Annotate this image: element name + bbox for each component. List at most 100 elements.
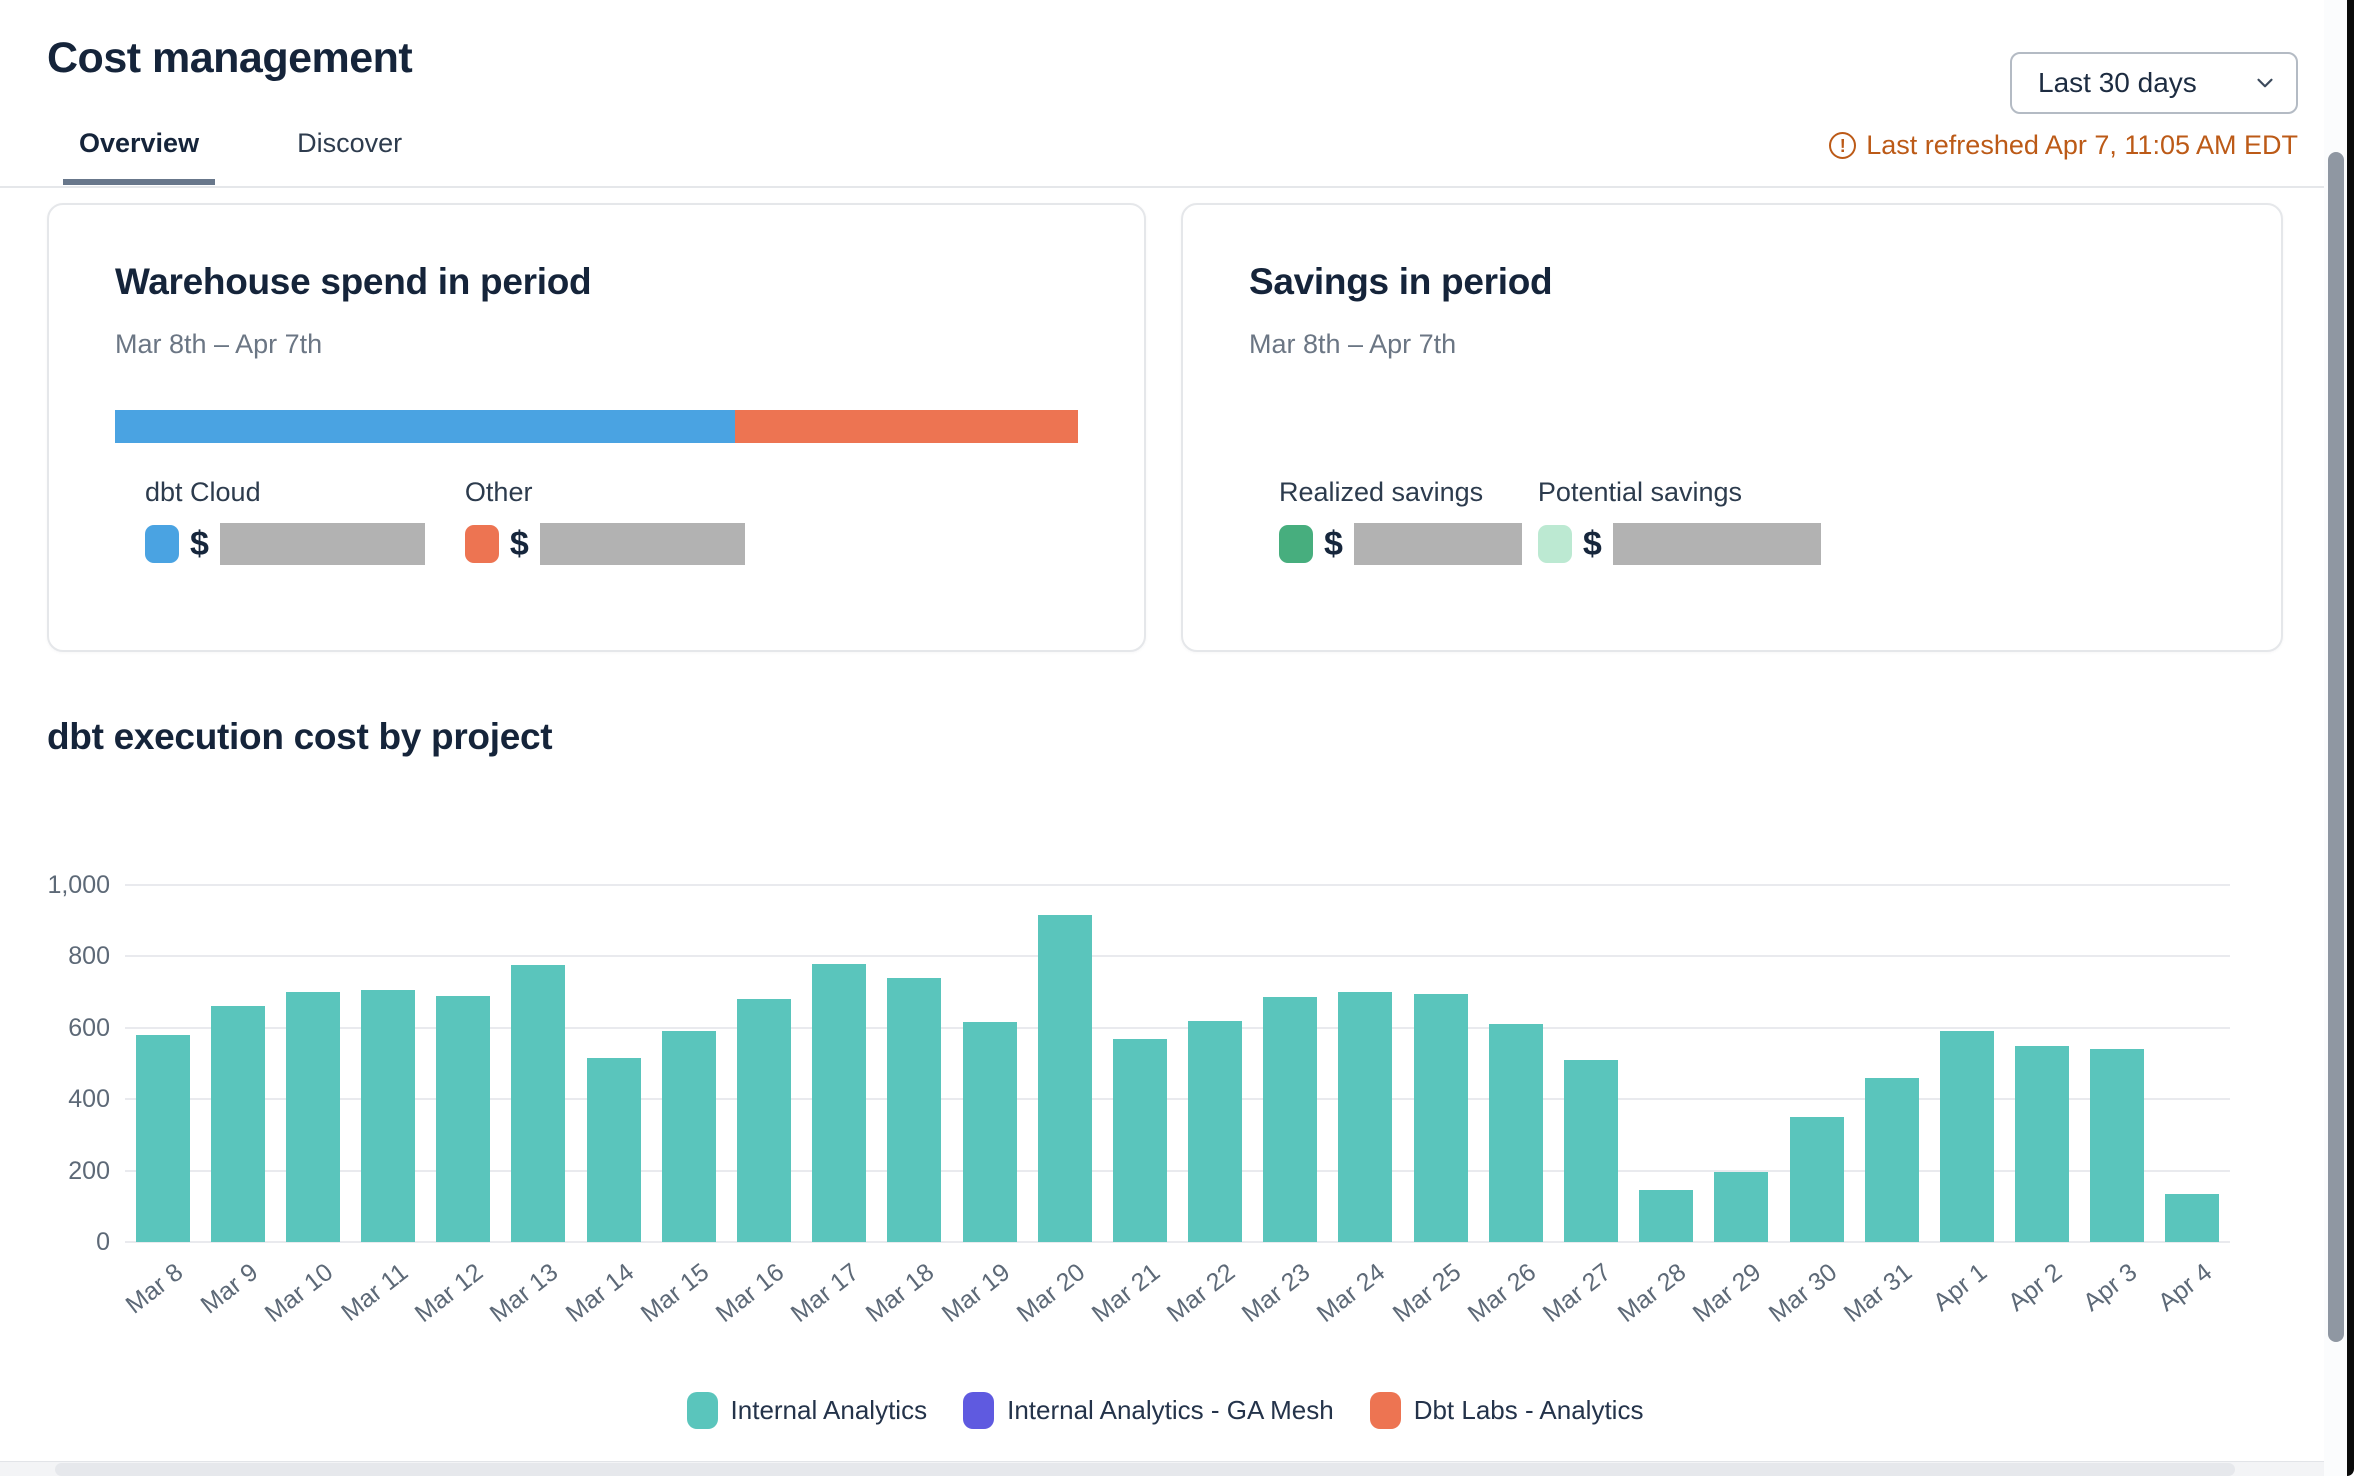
stacked-bar-segment [735,410,1078,443]
bar-mar-11[interactable] [361,990,416,1242]
stacked-bar-segment [115,410,736,443]
tab-overview[interactable]: Overview [63,128,216,185]
x-axis-label: Mar 22 [1161,1258,1241,1328]
x-axis-label: Mar 18 [861,1258,940,1328]
other-swatch [464,525,499,563]
vertical-scrollbar-thumb[interactable] [2328,152,2344,1342]
x-axis-label: Apr 3 [2078,1258,2143,1317]
y-axis-tick-label: 1,000 [47,871,110,899]
y-axis-tick-label: 800 [68,942,110,971]
redacted-value [1353,523,1522,565]
bar-mar-19[interactable] [962,1022,1017,1242]
x-axis-label: Mar 12 [409,1258,489,1328]
bar-mar-26[interactable] [1488,1024,1543,1242]
spend-stacked-bar [115,410,1078,443]
x-axis-label: Mar 8 [120,1258,188,1320]
chart-legend-item[interactable]: Internal Analytics [686,1392,927,1429]
bar-mar-31[interactable] [1864,1078,1919,1242]
active-tab-indicator [63,179,216,185]
bar-mar-21[interactable] [1112,1039,1167,1242]
gridline [125,1241,2230,1243]
bar-mar-15[interactable] [661,1031,716,1242]
bar-mar-23[interactable] [1263,997,1318,1242]
x-axis-label: Mar 19 [936,1258,1015,1328]
spend-legend: dbt Cloud $ Other $ [145,477,1078,565]
bar-apr-4[interactable] [2165,1194,2220,1242]
tab-discover-label: Discover [297,128,403,158]
last-refreshed-status: ! Last refreshed Apr 7, 11:05 AM EDT [1829,130,2298,161]
tab-discover[interactable]: Discover [281,128,418,185]
chart-legend-item[interactable]: Dbt Labs - Analytics [1369,1392,1643,1429]
currency-symbol: $ [1324,524,1343,563]
bar-mar-30[interactable] [1789,1117,1844,1242]
savings-card: Savings in period Mar 8th – Apr 7th Real… [1181,203,2283,652]
gridline [125,884,2230,886]
chart-legend-item[interactable]: Internal Analytics - GA Mesh [963,1392,1334,1429]
x-axis-label: Mar 29 [1688,1258,1767,1328]
bar-mar-9[interactable] [210,1006,265,1242]
realized-savings: Realized savings $ [1279,477,1522,565]
bar-mar-27[interactable] [1563,1060,1618,1242]
legend-label: Internal Analytics - GA Mesh [1007,1395,1334,1425]
page-title: Cost management [47,34,413,82]
warehouse-spend-card: Warehouse spend in period Mar 8th – Apr … [47,203,1146,652]
bar-mar-17[interactable] [812,964,867,1242]
gridline [125,955,2230,958]
bar-mar-29[interactable] [1714,1172,1769,1242]
bar-mar-8[interactable] [135,1035,190,1242]
x-axis-label: Mar 24 [1312,1258,1391,1328]
dbt-cloud-swatch [145,525,179,563]
bar-mar-10[interactable] [285,992,340,1242]
legend-swatch [1369,1392,1401,1429]
x-axis-label: Mar 10 [259,1258,339,1328]
x-axis-label: Mar 23 [1236,1258,1316,1328]
bar-mar-16[interactable] [737,999,792,1242]
tabs-divider [0,186,2332,188]
last-refreshed-text: Last refreshed Apr 7, 11:05 AM EDT [1866,130,2298,160]
redacted-value [539,523,745,565]
x-axis-label: Mar 31 [1838,1258,1917,1328]
gridline [125,1026,2230,1029]
spend-legend-dbt-cloud: dbt Cloud $ [145,477,425,565]
x-axis-label: Mar 13 [485,1258,564,1328]
warehouse-spend-date-range: Mar 8th – Apr 7th [115,329,323,359]
savings-date-range: Mar 8th – Apr 7th [1249,329,1457,359]
legend-value: $ [1279,523,1522,565]
bar-mar-24[interactable] [1338,992,1393,1242]
legend-value: $ [464,523,745,565]
x-axis-label: Apr 4 [2153,1258,2218,1317]
bar-mar-22[interactable] [1188,1021,1243,1242]
y-axis-tick-label: 600 [68,1013,110,1042]
x-axis-label: Mar 21 [1086,1258,1166,1328]
currency-symbol: $ [190,524,209,563]
bar-mar-25[interactable] [1413,994,1468,1242]
x-axis-label: Mar 26 [1462,1258,1542,1328]
bar-mar-14[interactable] [586,1058,641,1242]
bar-apr-2[interactable] [2015,1046,2070,1242]
savings-legend: Realized savings $ Potential savings $ [1279,477,2215,565]
savings-title: Savings in period [1249,261,1553,302]
bar-mar-12[interactable] [436,996,491,1242]
chart-legend: Internal Analytics Internal Analytics - G… [0,1392,2330,1429]
x-axis-label: Mar 17 [785,1258,865,1328]
bar-apr-1[interactable] [1939,1031,1994,1242]
x-axis-label: Mar 30 [1763,1258,1842,1328]
x-axis-label: Mar 14 [560,1258,639,1328]
date-range-dropdown[interactable]: Last 30 days [2010,52,2298,114]
date-range-value: Last 30 days [2038,67,2197,98]
tab-bar: Overview Discover [63,128,418,185]
horizontal-scrollbar[interactable] [0,1461,2332,1476]
warning-icon: ! [1829,132,1857,159]
legend-swatch [686,1392,718,1429]
gridline [125,1098,2230,1101]
bar-mar-20[interactable] [1037,915,1092,1242]
y-axis-tick-label: 200 [68,1156,110,1185]
bar-mar-13[interactable] [511,965,566,1242]
horizontal-scrollbar-thumb[interactable] [55,1463,2235,1476]
bar-mar-28[interactable] [1639,1190,1694,1242]
bar-mar-18[interactable] [887,978,942,1242]
realized-savings-swatch [1279,525,1313,563]
bar-apr-3[interactable] [2090,1049,2145,1242]
vertical-scrollbar[interactable] [2324,0,2347,1476]
